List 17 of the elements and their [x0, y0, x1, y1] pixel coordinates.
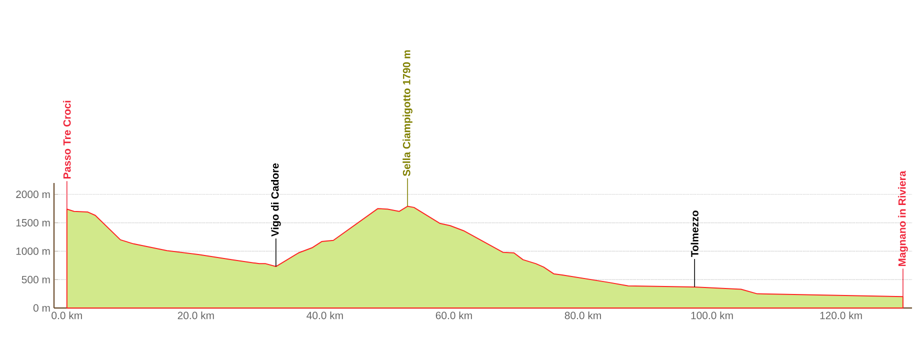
x-tick-label: 100.0 km [691, 312, 733, 320]
x-tick-label: 0.0 km [52, 312, 82, 320]
annotation: Magnano in Riviera [898, 170, 908, 266]
x-tick-label: 120.0 km [820, 312, 862, 320]
y-tick-label: 1000 m [16, 247, 50, 255]
y-tick-label: 1500 m [16, 219, 50, 226]
y-tick-label: 0 m [33, 304, 50, 312]
annotation: Passo Tre Croci [63, 100, 71, 179]
x-tick-label: 60.0 km [436, 312, 472, 320]
annotation: Vigo di Cadore [271, 163, 281, 237]
annotation: Sella Ciampigotto 1790 m [402, 50, 412, 176]
x-tick-label: 40.0 km [306, 312, 343, 320]
y-tick-label: 2000 m [16, 190, 50, 198]
x-tick-label: 80.0 km [564, 312, 601, 320]
annotation: Tolmezzo [690, 210, 698, 257]
y-tick-label: 500 m [22, 276, 50, 284]
x-tick-label: 20.0 km [178, 312, 214, 320]
